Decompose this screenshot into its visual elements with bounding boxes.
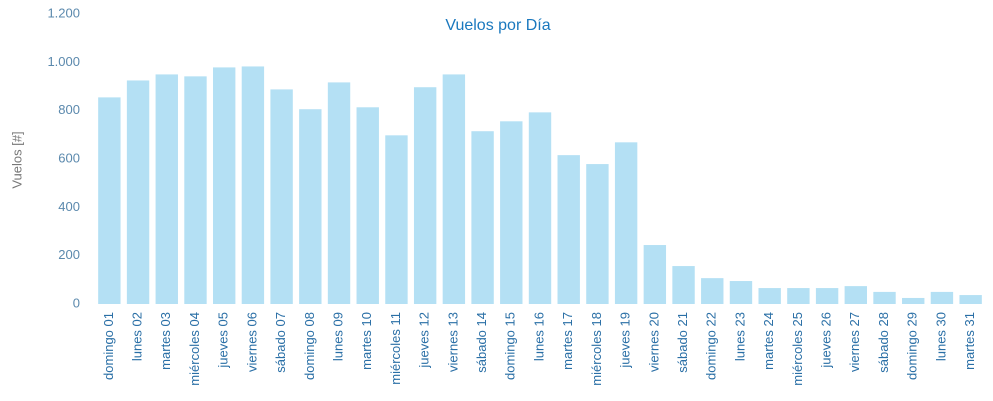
x-tick-label: domingo 15 bbox=[503, 312, 518, 380]
chart-title: Vuelos por Día bbox=[445, 17, 550, 34]
x-tick-label: jueves 12 bbox=[417, 312, 432, 369]
x-tick-label: jueves 26 bbox=[819, 312, 834, 369]
x-tick-label: domingo 01 bbox=[101, 312, 116, 380]
bar bbox=[212, 67, 236, 305]
y-tick-label: 0 bbox=[73, 295, 80, 310]
bar bbox=[385, 135, 408, 304]
y-tick-label: 400 bbox=[58, 199, 80, 214]
bar bbox=[126, 80, 150, 304]
x-tick-label: domingo 29 bbox=[905, 312, 920, 380]
bar bbox=[471, 131, 494, 304]
y-tick-label: 600 bbox=[58, 150, 80, 165]
y-tick-label: 800 bbox=[58, 102, 80, 117]
bar bbox=[643, 245, 667, 304]
x-tick-label: lunes 16 bbox=[531, 312, 546, 361]
x-tick-label: sábado 28 bbox=[876, 312, 891, 373]
bar bbox=[815, 288, 839, 304]
x-tick-label: viernes 06 bbox=[244, 312, 259, 372]
bar bbox=[528, 112, 552, 304]
bar bbox=[787, 288, 810, 304]
x-tick-label: martes 31 bbox=[962, 312, 977, 370]
bar bbox=[299, 109, 322, 304]
bar bbox=[930, 291, 954, 304]
bar bbox=[241, 66, 265, 304]
y-tick-label: 200 bbox=[58, 247, 80, 262]
x-tick-label: jueves 05 bbox=[216, 312, 231, 369]
bar bbox=[729, 281, 753, 304]
bar bbox=[155, 74, 178, 305]
x-tick-label: miércoles 25 bbox=[790, 312, 805, 386]
x-tick-label: martes 17 bbox=[560, 312, 575, 370]
x-tick-label: lunes 02 bbox=[130, 312, 145, 361]
x-tick-label: martes 03 bbox=[158, 312, 173, 370]
x-tick-label: viernes 13 bbox=[445, 312, 460, 372]
x-tick-label: lunes 23 bbox=[732, 312, 747, 361]
x-tick-label: miércoles 11 bbox=[388, 312, 403, 385]
y-tick-label: 1.200 bbox=[47, 5, 80, 20]
bar bbox=[672, 266, 695, 304]
y-axis-label: Vuelos [#] bbox=[9, 131, 24, 188]
x-tick-label: sábado 14 bbox=[474, 312, 489, 373]
x-tick-label: sábado 07 bbox=[273, 312, 288, 373]
x-tick-label: domingo 08 bbox=[302, 312, 317, 380]
bar bbox=[413, 87, 437, 304]
bar bbox=[586, 164, 609, 304]
x-tick-label: lunes 09 bbox=[330, 312, 345, 361]
x-tick-label: lunes 30 bbox=[933, 312, 948, 361]
bar bbox=[327, 82, 351, 305]
x-tick-label: jueves 19 bbox=[618, 312, 633, 369]
bar bbox=[758, 288, 781, 304]
bar bbox=[356, 107, 379, 305]
x-tick-label: miércoles 18 bbox=[589, 312, 604, 386]
bar bbox=[184, 76, 207, 304]
bar bbox=[873, 291, 896, 304]
bar bbox=[614, 142, 638, 304]
bar bbox=[270, 89, 293, 305]
x-tick-label: miércoles 04 bbox=[187, 312, 202, 386]
bar bbox=[442, 74, 466, 305]
bar bbox=[701, 278, 724, 304]
bar bbox=[844, 286, 868, 304]
bar bbox=[902, 297, 925, 304]
y-tick-label: 1.000 bbox=[47, 54, 80, 69]
x-tick-label: sábado 21 bbox=[675, 312, 690, 373]
x-tick-label: martes 10 bbox=[359, 312, 374, 370]
bar bbox=[959, 295, 982, 304]
x-tick-label: viernes 27 bbox=[847, 312, 862, 372]
bar bbox=[98, 97, 121, 304]
x-tick-label: viernes 20 bbox=[646, 312, 661, 372]
bar bbox=[557, 155, 580, 304]
x-tick-label: martes 24 bbox=[761, 312, 776, 370]
x-tick-label: domingo 22 bbox=[704, 312, 719, 380]
bar bbox=[500, 121, 523, 304]
